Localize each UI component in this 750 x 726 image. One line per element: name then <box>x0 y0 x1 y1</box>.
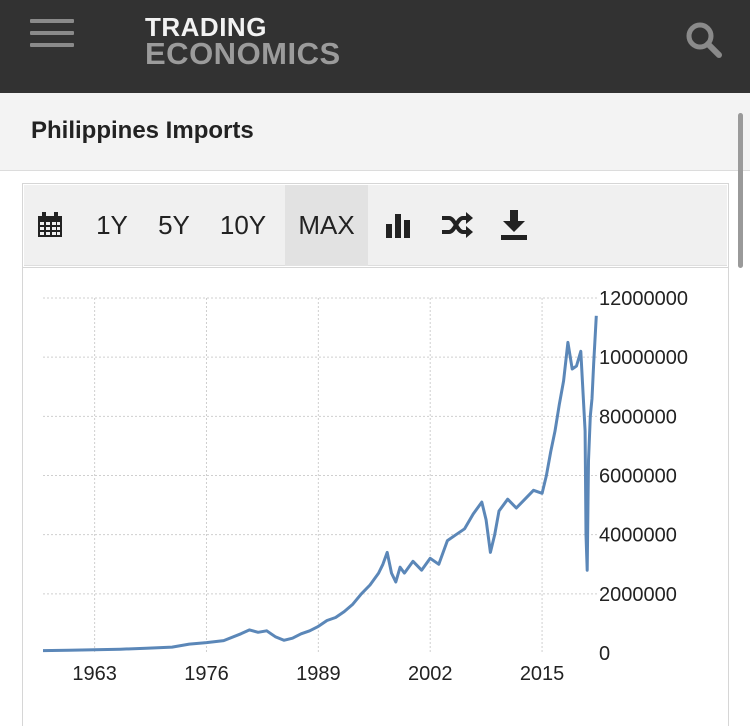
hamburger-menu-icon[interactable] <box>30 19 76 49</box>
x-tick-label: 2002 <box>408 663 453 685</box>
x-tick-label: 2015 <box>520 663 565 685</box>
top-navigation-bar: TRADING ECONOMICS <box>0 0 750 93</box>
bar-chart-icon[interactable] <box>385 212 413 238</box>
trading-economics-logo[interactable]: TRADING ECONOMICS <box>145 14 341 69</box>
imports-line-chart: 12000000 10000000 8000000 6000000 4000000 200… <box>42 288 688 685</box>
page-title: Philippines Imports <box>31 117 254 144</box>
page-title-bar: Philippines Imports <box>0 93 750 171</box>
range-5y-button[interactable]: 5Y <box>158 210 190 240</box>
x-tick-label: 1989 <box>296 663 341 685</box>
y-tick-label: 10000000 <box>599 347 688 369</box>
scrollbar[interactable] <box>738 113 743 268</box>
y-tick-label: 0 <box>599 643 610 665</box>
shuffle-icon[interactable] <box>440 212 474 238</box>
logo-line1: TRADING <box>145 12 267 42</box>
range-1y-button[interactable]: 1Y <box>96 210 128 240</box>
y-tick-label: 2000000 <box>599 584 677 606</box>
chart-toolbar-container: 1Y 5Y 10Y MAX <box>22 183 729 268</box>
y-tick-label: 6000000 <box>599 466 677 488</box>
logo-line2: ECONOMICS <box>145 36 341 71</box>
range-10y-button[interactable]: 10Y <box>219 210 267 240</box>
series-line <box>42 315 598 653</box>
y-tick-label: 8000000 <box>599 406 677 428</box>
chart-area: 12000000 10000000 8000000 6000000 4000000 200… <box>22 268 729 726</box>
y-tick-label: 12000000 <box>599 288 688 310</box>
search-icon[interactable] <box>684 20 724 60</box>
x-tick-label: 1976 <box>184 663 229 685</box>
chart-toolbar: 1Y 5Y 10Y MAX <box>24 185 727 266</box>
calendar-icon[interactable] <box>37 212 63 238</box>
y-tick-label: 4000000 <box>599 525 677 547</box>
x-tick-label: 1963 <box>72 663 117 685</box>
range-max-button[interactable]: MAX <box>285 185 368 266</box>
download-icon[interactable] <box>500 210 528 240</box>
